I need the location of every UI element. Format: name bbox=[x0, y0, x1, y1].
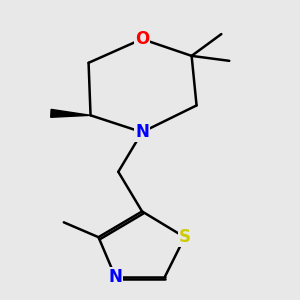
Polygon shape bbox=[51, 110, 91, 117]
Text: N: N bbox=[108, 268, 122, 286]
Text: O: O bbox=[135, 30, 149, 48]
Text: N: N bbox=[135, 123, 149, 141]
Text: S: S bbox=[179, 228, 191, 246]
